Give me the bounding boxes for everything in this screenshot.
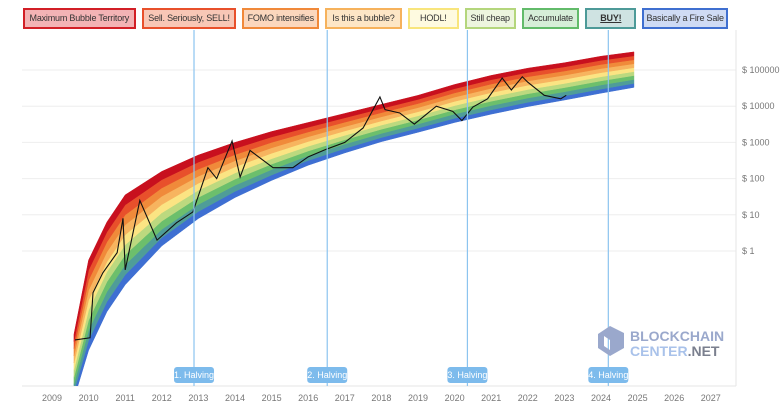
logo-cube-icon bbox=[598, 326, 624, 356]
y-tick-label: $ 1000 bbox=[742, 137, 770, 147]
blockchaincenter-logo: BLOCKCHAIN CENTER.NET bbox=[598, 326, 724, 359]
legend-item[interactable]: Maximum Bubble Territory bbox=[23, 8, 136, 29]
x-tick-label: 2023 bbox=[554, 393, 574, 403]
legend-item[interactable]: Accumulate bbox=[521, 8, 580, 29]
rainbow-bands bbox=[73, 51, 635, 386]
logo-line2a: CENTER bbox=[630, 343, 688, 359]
x-tick-label: 2014 bbox=[225, 393, 245, 403]
x-tick-label: 2025 bbox=[628, 393, 648, 403]
legend-item[interactable]: Is this a bubble? bbox=[325, 8, 402, 29]
x-axis: 2009 2010 2011 2012 2013 2014 2015 2016 2017 2018… bbox=[42, 393, 721, 403]
x-tick-label: 2019 bbox=[408, 393, 428, 403]
legend-item[interactable]: BUY! bbox=[585, 8, 637, 29]
x-tick-label: 2010 bbox=[79, 393, 99, 403]
y-tick-label: $ 100 bbox=[742, 174, 765, 184]
x-tick-label: 2015 bbox=[262, 393, 282, 403]
halving-badge bbox=[447, 367, 488, 383]
price-series bbox=[74, 75, 567, 341]
legend-item[interactable]: Basically a Fire Sale bbox=[642, 8, 728, 29]
x-tick-label: 2009 bbox=[42, 393, 62, 403]
halving-markers: 1. Halving 2. Halving 3. Halving 4. Halving bbox=[174, 30, 628, 386]
halving-badge bbox=[174, 367, 215, 383]
x-tick-label: 2018 bbox=[371, 393, 391, 403]
x-tick-label: 2013 bbox=[188, 393, 208, 403]
halving-badge bbox=[588, 367, 629, 383]
x-tick-label: 2020 bbox=[445, 393, 465, 403]
halving-label: 2. Halving bbox=[307, 370, 347, 380]
x-tick-label: 2021 bbox=[481, 393, 501, 403]
x-tick-label: 2011 bbox=[116, 393, 135, 403]
x-tick-label: 2024 bbox=[591, 393, 611, 403]
logo-line1: BLOCKCHAIN bbox=[630, 328, 724, 344]
y-tick-label: $ 10 bbox=[742, 210, 760, 220]
logo-line2b: .NET bbox=[688, 343, 720, 359]
halving-label: 4. Halving bbox=[588, 370, 628, 380]
legend-item[interactable]: Still cheap bbox=[464, 8, 516, 29]
legend: Maximum Bubble Territory Sell. Seriously,… bbox=[23, 8, 728, 29]
y-tick-label: $ 10000 bbox=[742, 101, 775, 111]
price-line bbox=[74, 75, 567, 341]
x-tick-label: 2017 bbox=[335, 393, 355, 403]
legend-item[interactable]: HODL! bbox=[407, 8, 459, 29]
legend-item[interactable]: FOMO intensifies bbox=[242, 8, 320, 29]
y-tick-label: $ 100000 bbox=[742, 65, 780, 75]
x-tick-label: 2016 bbox=[298, 393, 318, 403]
y-tick-label: $ 1 bbox=[742, 246, 755, 256]
y-axis: $ 100000 $ 10000 $ 1000 $ 100 $ 10 $ 1 bbox=[742, 65, 780, 256]
x-tick-label: 2022 bbox=[518, 393, 538, 403]
halving-label: 3. Halving bbox=[447, 370, 487, 380]
svg-text:CENTER.NET: CENTER.NET bbox=[630, 343, 720, 359]
legend-item[interactable]: Sell. Seriously, SELL! bbox=[141, 8, 237, 29]
rainbow-band bbox=[73, 51, 635, 342]
x-tick-label: 2027 bbox=[701, 393, 721, 403]
x-tick-label: 2012 bbox=[152, 393, 172, 403]
x-tick-label: 2026 bbox=[664, 393, 684, 403]
halving-label: 1. Halving bbox=[174, 370, 214, 380]
halving-badge bbox=[307, 367, 348, 383]
